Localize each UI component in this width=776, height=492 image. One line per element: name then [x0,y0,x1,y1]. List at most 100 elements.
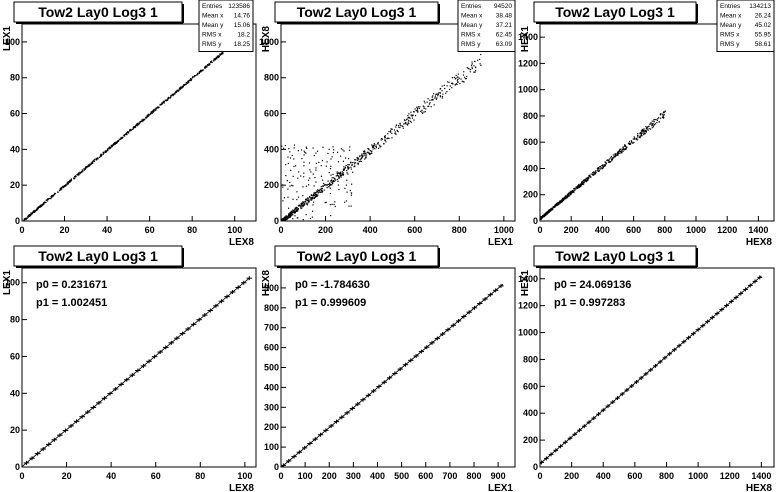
scatter-point [468,68,470,70]
scatter-point [113,144,115,146]
scatter-point [372,148,374,150]
scatter-point [380,137,383,140]
scatter-point [133,126,135,128]
scatter-point [339,172,341,175]
scatter-point [311,197,313,199]
scatter-point [288,148,290,150]
scatter-point [587,179,589,181]
scatter-point [155,108,157,110]
scatter-point [344,187,346,190]
scatter-point [398,126,400,128]
scatter-point [110,146,112,149]
scatter-point [578,183,580,186]
scatter-point [384,135,386,137]
scatter-point [110,145,112,147]
scatter-point [348,205,350,207]
scatter-point [469,71,471,73]
x-tick-label: 900 [491,471,506,481]
scatter-point [290,210,292,213]
fit-parameter: p1 = 0.999609 [295,297,366,309]
scatter-point [282,218,284,220]
scatter-point [424,111,426,113]
scatter-point [136,124,138,126]
scatter-point [313,193,315,195]
scatter-point [69,181,71,183]
scatter-point [549,210,551,212]
stats-label: RMS x [461,32,481,39]
y-tick-label: 80 [10,315,20,325]
x-tick-label: 100 [227,225,242,235]
scatter-point [558,201,561,203]
scatter-point [148,113,150,115]
scatter-point [439,92,441,94]
scatter-point [301,158,303,160]
stats-value: 18.25 [234,41,251,48]
scatter-point [336,151,339,153]
scatter-point [67,183,69,185]
scatter-point [310,194,312,196]
scatter-point [208,63,210,66]
scatter-point [35,209,38,211]
scatter-point [29,214,31,216]
scatter-point [315,169,317,171]
scatter-point [200,70,202,72]
scatter-point [563,196,566,199]
scatter-point [302,201,304,203]
scatter-point [321,187,323,190]
scatter-point [281,222,282,223]
scatter-point [314,176,316,179]
scatter-point [616,152,618,155]
scatter-point [626,146,628,148]
scatter-point [310,197,312,199]
scatter-point [568,195,570,197]
scatter-point [330,215,332,217]
scatter-point [330,184,333,186]
scatter-point [416,107,419,109]
scatter-point [207,64,209,66]
scatter-point [308,201,310,203]
scatter-point [642,130,644,132]
scatter-point [25,217,27,220]
scatter-point [284,216,286,218]
scatter-point [70,178,73,180]
scatter-point [362,155,364,157]
scatter-point [567,193,569,196]
scatter-point [568,192,570,194]
scatter-point [65,184,67,186]
scatter-point [428,103,431,105]
stats-label: RMS y [461,41,481,48]
scatter-point [610,158,612,160]
scatter-point [557,202,559,204]
scatter-point [294,209,296,211]
scatter-point [291,154,293,157]
scatter-point [359,158,361,161]
scatter-point [89,163,91,165]
scatter-point [172,93,175,95]
scatter-point [320,165,322,167]
scatter-point [344,167,346,169]
scatter-point [303,161,305,163]
scatter-point [281,222,282,223]
x-axis-title: HEX8 [746,483,773,492]
scatter-point [369,152,371,155]
scatter-point [565,197,567,200]
scatter-point [613,156,615,158]
scatter-point [612,154,614,156]
scatter-point [637,136,639,138]
y-tick-label: 400 [264,144,279,154]
scatter-point [68,182,70,184]
scatter-point [631,141,633,143]
stats-value: 58.61 [755,41,772,48]
scatter-point [301,204,304,207]
scatter-point [555,205,557,207]
scatter-point [292,175,294,177]
scatter-point [288,213,290,215]
scatter-point [617,153,619,155]
scatter-point [302,195,304,197]
chart-panel-6: 0 200 400 600 800 1000 1200 1400 0 200 400 600 800 10… [518,245,775,492]
scatter-point [448,81,450,83]
scatter-point [329,184,331,186]
y-tick-label: 1400 [518,274,538,284]
scatter-point [120,136,122,139]
y-tick-label: 600 [264,343,279,353]
